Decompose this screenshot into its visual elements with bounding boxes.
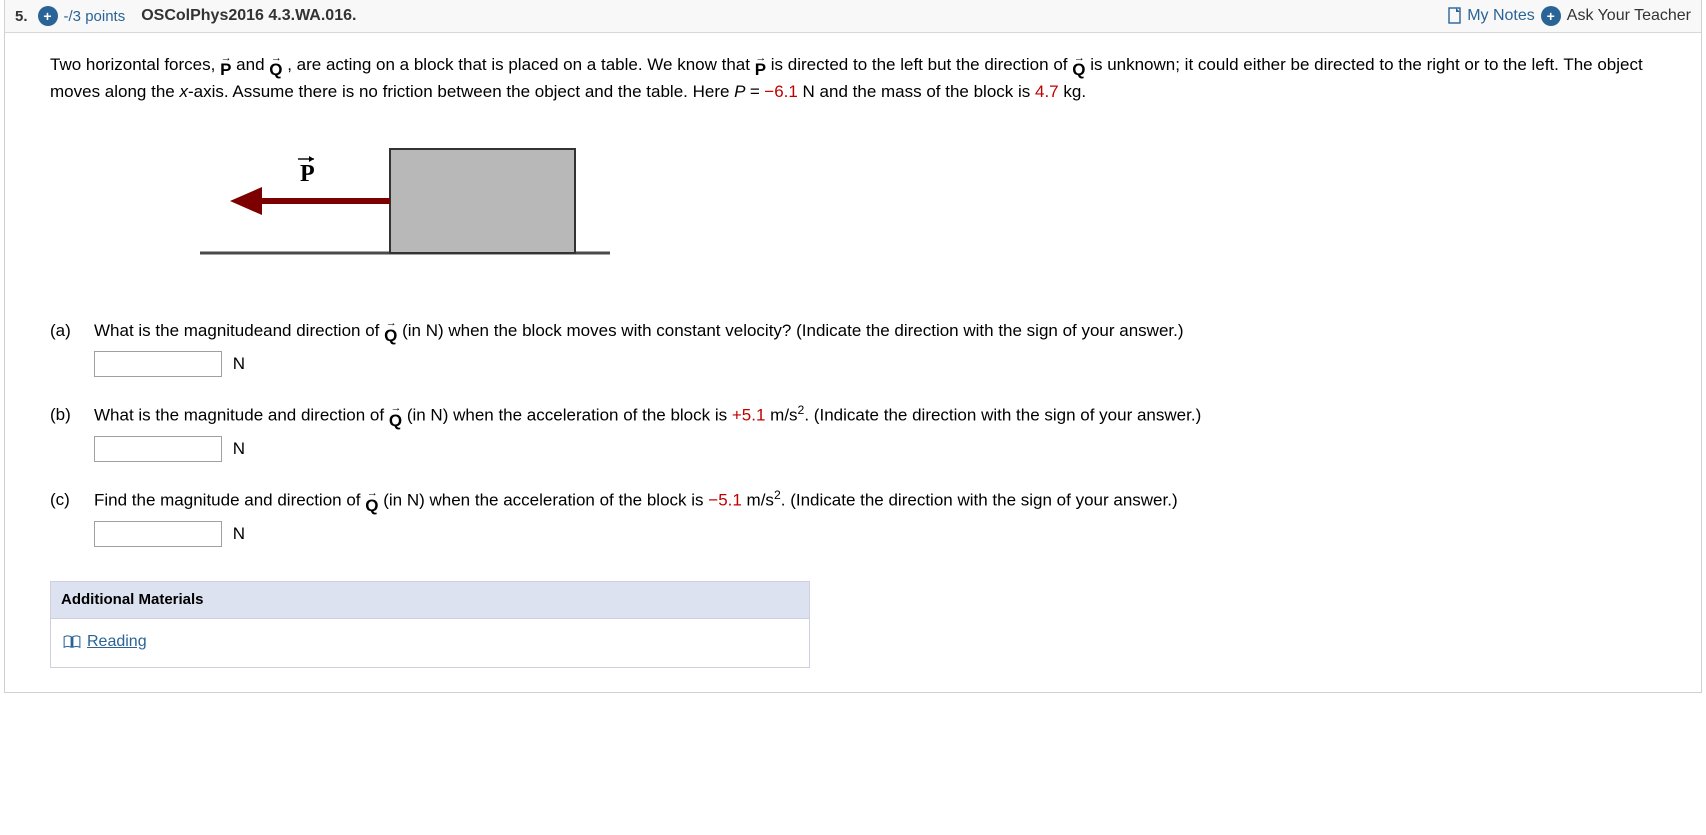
part-c-label: (c) (50, 486, 80, 514)
part-b: (b) What is the magnitude and direction … (50, 401, 1656, 462)
vector-Q: →Q (1072, 54, 1085, 78)
part-c-text: Find the magnitude and direction of →Q (… (94, 486, 1178, 514)
text: N and the mass of the block is (798, 82, 1035, 101)
part-a-text: What is the magnitudeand direction of →Q… (94, 317, 1184, 344)
text: Find the magnitude and direction of (94, 491, 365, 510)
vector-P: →P (755, 54, 766, 78)
my-notes-link[interactable]: My Notes (1447, 7, 1535, 25)
text: What is the magnitude and direction of (94, 406, 389, 425)
part-a-unit: N (233, 354, 245, 373)
question-content: Two horizontal forces, →P and →Q , are a… (5, 33, 1701, 692)
text: kg. (1059, 82, 1086, 101)
book-icon (63, 635, 81, 649)
question-container: 5. + -/3 points OSColPhys2016 4.3.WA.016… (4, 0, 1702, 693)
block-diagram: P (170, 123, 1656, 286)
text: (in N) when the acceleration of the bloc… (383, 491, 708, 510)
reading-link[interactable]: Reading (63, 629, 147, 655)
part-c-unit: N (233, 524, 245, 543)
my-notes-label: My Notes (1467, 7, 1535, 25)
header-right: My Notes + Ask Your Teacher (1447, 6, 1691, 26)
note-icon (1447, 7, 1463, 25)
points-text[interactable]: -/3 points (64, 8, 126, 25)
part-a: (a) What is the magnitudeand direction o… (50, 317, 1656, 377)
problem-statement: Two horizontal forces, →P and →Q , are a… (50, 51, 1656, 105)
part-c: (c) Find the magnitude and direction of … (50, 486, 1656, 547)
exercise-code: OSColPhys2016 4.3.WA.016. (141, 7, 356, 25)
expand-points-icon[interactable]: + (38, 6, 58, 26)
part-a-answer: N (94, 350, 1656, 377)
part-b-input[interactable] (94, 436, 222, 462)
text: , are acting on a block that is placed o… (287, 55, 754, 74)
P-value: −6.1 (764, 82, 798, 101)
part-b-text: What is the magnitude and direction of →… (94, 401, 1201, 429)
part-a-label: (a) (50, 317, 80, 344)
mass-value: 4.7 (1035, 82, 1059, 101)
ask-teacher-label: Ask Your Teacher (1567, 7, 1691, 25)
part-a-input[interactable] (94, 351, 222, 377)
vector-Q: →Q (365, 489, 378, 513)
part-c-input[interactable] (94, 521, 222, 547)
text: . (Indicate the direction with the sign … (781, 491, 1178, 510)
additional-materials-body: Reading (51, 619, 809, 667)
text: -axis. Assume there is no friction betwe… (188, 82, 734, 101)
vector-Q: →Q (384, 319, 397, 343)
vector-P: →P (220, 54, 231, 78)
text: Two horizontal forces, (50, 55, 220, 74)
part-c-answer: N (94, 520, 1656, 547)
vector-Q: →Q (269, 54, 282, 78)
diagram-P-label: P (300, 161, 315, 187)
accel-c: −5.1 (708, 491, 742, 510)
text: and (236, 55, 269, 74)
part-b-unit: N (233, 439, 245, 458)
header-left: 5. + -/3 points OSColPhys2016 4.3.WA.016… (15, 6, 356, 26)
question-header: 5. + -/3 points OSColPhys2016 4.3.WA.016… (5, 0, 1701, 33)
text: (in N) when the block moves with constan… (402, 321, 1183, 340)
vector-Q: →Q (389, 404, 402, 428)
ask-teacher-link[interactable]: Ask Your Teacher (1567, 7, 1691, 25)
text: P = (734, 82, 764, 101)
additional-materials-header: Additional Materials (51, 582, 809, 619)
text: What is the magnitudeand direction of (94, 321, 384, 340)
question-number: 5. (15, 8, 28, 25)
accel-b: +5.1 (732, 406, 766, 425)
text: . (Indicate the direction with the sign … (804, 406, 1201, 425)
text: is directed to the left but the directio… (771, 55, 1072, 74)
reading-label: Reading (87, 629, 147, 655)
part-b-label: (b) (50, 401, 80, 429)
x-axis-text: x (179, 82, 188, 101)
text: m/s (765, 406, 797, 425)
diagram-svg: P (170, 123, 630, 278)
text: (in N) when the acceleration of the bloc… (407, 406, 732, 425)
part-b-answer: N (94, 435, 1656, 462)
additional-materials: Additional Materials Reading (50, 581, 810, 668)
text: m/s (742, 491, 774, 510)
ask-teacher-plus-icon[interactable]: + (1541, 6, 1561, 26)
